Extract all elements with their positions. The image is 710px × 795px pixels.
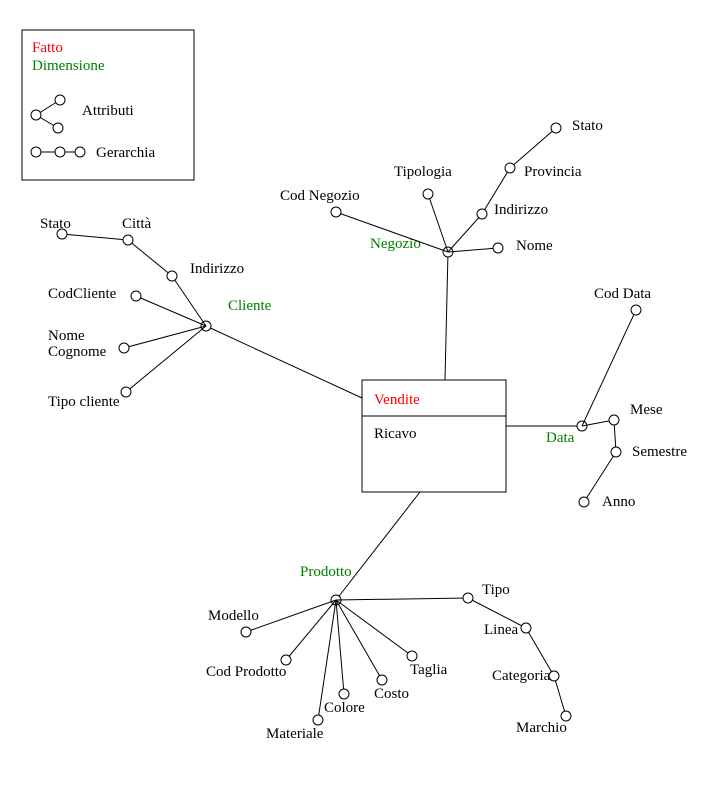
negozio-tipologia-label: Tipologia: [394, 164, 452, 180]
edge-cliente-tipocliente: [126, 326, 206, 392]
cliente-stato-label: Stato: [40, 216, 71, 232]
edge-fact-to-cliente: [206, 326, 362, 398]
negozio-provincia-node: [505, 163, 515, 173]
cliente-label: Cliente: [228, 298, 272, 314]
edge-negozio-indirizzo: [448, 214, 482, 252]
prodotto-modello-label: Modello: [208, 608, 259, 624]
edge-cliente-indirizzo-to-citta: [128, 240, 172, 276]
prodotto-colore-node: [339, 689, 349, 699]
edge-negozio-provincia-to-stato: [510, 128, 556, 168]
edge-prodotto-tipo: [336, 598, 468, 600]
data-anno-label: Anno: [602, 494, 635, 510]
cliente-citta-label: Città: [122, 216, 152, 232]
negozio-nome-label: Nome: [516, 238, 553, 254]
prodotto-linea-node: [521, 623, 531, 633]
cliente-nomecognome-label: Nome: [48, 328, 85, 344]
prodotto-costo-label: Costo: [374, 686, 409, 702]
legend-dimensione-label: Dimensione: [32, 58, 105, 74]
negozio-label: Negozio: [370, 236, 421, 252]
legend-attributi-label: Attributi: [82, 103, 134, 119]
edge-cliente-citta-to-stato: [62, 234, 128, 240]
negozio-stato-label: Stato: [572, 118, 603, 134]
negozio-tipologia-node: [423, 189, 433, 199]
prodotto-materiale-label: Materiale: [266, 726, 324, 742]
edge-prodotto-costo: [336, 600, 382, 680]
negozio-provincia-label: Provincia: [524, 164, 582, 180]
edge-negozio-tipologia: [428, 194, 448, 252]
data-mese-node: [609, 415, 619, 425]
cliente-nomecognome-node: [119, 343, 129, 353]
prodotto-taglia-label: Taglia: [410, 662, 448, 678]
negozio-codnegozio-label: Cod Negozio: [280, 188, 360, 204]
cliente-tipocliente-node: [121, 387, 131, 397]
negozio-stato-node: [551, 123, 561, 133]
edge-fact-to-negozio: [445, 252, 448, 380]
cliente-tipocliente-label: Tipo cliente: [48, 394, 120, 410]
data-semestre-node: [611, 447, 621, 457]
edge-fact-to-prodotto: [336, 492, 420, 600]
prodotto-modello-node: [241, 627, 251, 637]
prodotto-materiale-node: [313, 715, 323, 725]
fact-measure: Ricavo: [374, 426, 417, 442]
prodotto-marchio-label: Marchio: [516, 720, 567, 736]
prodotto-taglia-node: [407, 651, 417, 661]
edge-prodotto-categoria-to-marchio: [554, 676, 566, 716]
edge-data-coddata: [582, 310, 636, 426]
negozio-indirizzo-node: [477, 209, 487, 219]
cliente-codcliente-node: [131, 291, 141, 301]
fact-title: Vendite: [374, 392, 420, 408]
data-coddata-node: [631, 305, 641, 315]
cliente-nomecognome-label2: Cognome: [48, 344, 107, 360]
data-anno-node: [579, 497, 589, 507]
data-label: Data: [546, 430, 575, 446]
edge-prodotto-taglia: [336, 600, 412, 656]
legend-fatto-label: Fatto: [32, 40, 63, 56]
negozio-indirizzo-label: Indirizzo: [494, 202, 548, 218]
data-mese-label: Mese: [630, 402, 663, 418]
prodotto-label: Prodotto: [300, 564, 352, 580]
cliente-indirizzo-label: Indirizzo: [190, 261, 244, 277]
prodotto-costo-node: [377, 675, 387, 685]
edge-cliente-nomecognome: [124, 326, 206, 348]
edge-prodotto-colore: [336, 600, 344, 694]
prodotto-categoria-node: [549, 671, 559, 681]
legend-attr-root: [31, 110, 41, 120]
cliente-codcliente-label: CodCliente: [48, 286, 117, 302]
cliente-citta-node: [123, 235, 133, 245]
prodotto-tipo-label: Tipo: [482, 582, 510, 598]
negozio-codnegozio-node: [331, 207, 341, 217]
prodotto-categoria-label: Categoria: [492, 668, 551, 684]
legend-gerarchia-label: Gerarchia: [96, 145, 155, 161]
prodotto-codprodotto-label: Cod Prodotto: [206, 664, 286, 680]
data-coddata-label: Cod Data: [594, 286, 651, 302]
prodotto-linea-label: Linea: [484, 622, 518, 638]
cliente-indirizzo-node: [167, 271, 177, 281]
data-semestre-label: Semestre: [632, 444, 687, 460]
prodotto-tipo-node: [463, 593, 473, 603]
negozio-nome-node: [493, 243, 503, 253]
prodotto-colore-label: Colore: [324, 700, 365, 716]
edge-negozio-nome: [448, 248, 498, 252]
